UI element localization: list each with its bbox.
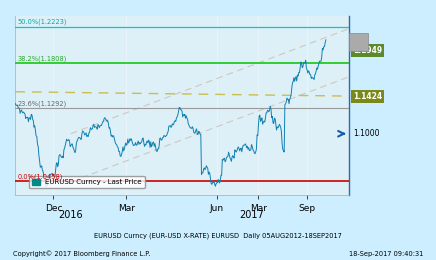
Text: 2017: 2017 <box>239 210 264 220</box>
Text: 50.0%(1.2223): 50.0%(1.2223) <box>17 19 67 25</box>
Text: Copyright© 2017 Bloomberg Finance L.P.: Copyright© 2017 Bloomberg Finance L.P. <box>13 250 150 257</box>
Text: 1.1424: 1.1424 <box>353 92 382 101</box>
Text: EURUSD Curncy (EUR-USD X-RATE) EURUSD  Daily 05AUG2012-18SEP2017: EURUSD Curncy (EUR-USD X-RATE) EURUSD Da… <box>94 233 342 239</box>
Text: 38.2%(1.1808): 38.2%(1.1808) <box>17 55 67 62</box>
Text: 2016: 2016 <box>58 210 83 220</box>
Text: 1.1000: 1.1000 <box>353 129 379 138</box>
Text: 18-Sep-2017 09:40:31: 18-Sep-2017 09:40:31 <box>349 251 423 257</box>
Legend: EURUSD Curncy - Last Price: EURUSD Curncy - Last Price <box>29 176 145 188</box>
Text: 1.1949: 1.1949 <box>353 46 382 55</box>
Text: 0.0%(1.0458): 0.0%(1.0458) <box>17 173 63 180</box>
Text: 23.6%(1.1292): 23.6%(1.1292) <box>17 100 67 107</box>
FancyBboxPatch shape <box>349 33 368 51</box>
